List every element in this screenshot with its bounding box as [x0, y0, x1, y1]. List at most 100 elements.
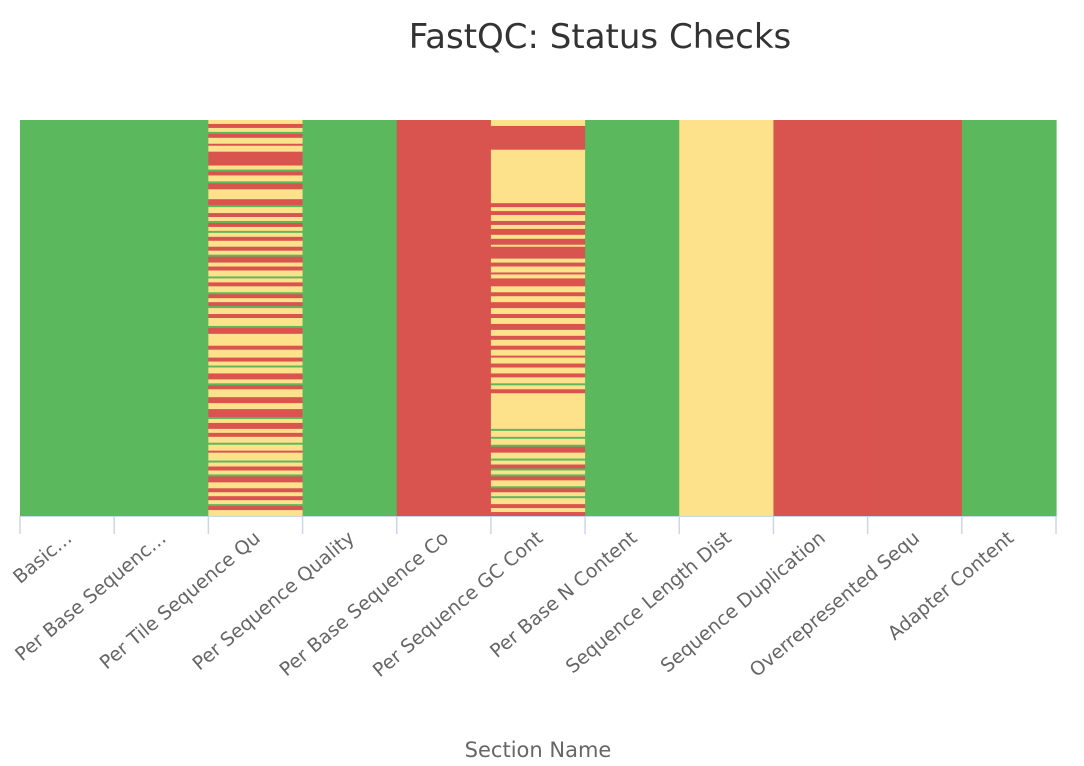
- heatmap-cell[interactable]: [208, 500, 304, 505]
- heatmap-cell[interactable]: [490, 329, 586, 337]
- heatmap-cell[interactable]: [208, 189, 304, 200]
- heatmap-cell[interactable]: [208, 292, 304, 295]
- heatmap-cell[interactable]: [208, 452, 304, 461]
- heatmap-cell[interactable]: [490, 504, 586, 509]
- heatmap-cell[interactable]: [490, 498, 586, 505]
- heatmap-cell[interactable]: [490, 474, 586, 477]
- heatmap-cell[interactable]: [208, 379, 304, 384]
- heatmap-cell[interactable]: [490, 452, 586, 459]
- heatmap-cell[interactable]: [208, 276, 304, 279]
- heatmap-cell[interactable]: [490, 286, 586, 293]
- heatmap-cell[interactable]: [208, 314, 304, 319]
- heatmap-cell[interactable]: [490, 262, 586, 267]
- heatmap-cell[interactable]: [490, 488, 586, 493]
- heatmap-cell[interactable]: [490, 363, 586, 368]
- heatmap-cell[interactable]: [208, 476, 304, 483]
- heatmap-cell[interactable]: [490, 385, 586, 390]
- heatmap-cell[interactable]: [490, 430, 586, 438]
- heatmap-cell[interactable]: [773, 120, 869, 517]
- heatmap-cell[interactable]: [208, 436, 304, 444]
- heatmap-cell[interactable]: [208, 131, 304, 135]
- heatmap-cell[interactable]: [490, 246, 586, 259]
- heatmap-cell[interactable]: [208, 365, 304, 368]
- heatmap-cell[interactable]: [490, 468, 586, 471]
- heatmap-cell[interactable]: [490, 272, 586, 275]
- heatmap-cell[interactable]: [490, 274, 586, 279]
- heatmap-cell[interactable]: [208, 492, 304, 497]
- heatmap-cell[interactable]: [208, 442, 304, 446]
- heatmap-cell[interactable]: [208, 345, 304, 351]
- heatmap-cell[interactable]: [490, 323, 586, 331]
- heatmap-cell[interactable]: [490, 302, 586, 309]
- heatmap-cell[interactable]: [208, 422, 304, 430]
- heatmap-cell[interactable]: [208, 294, 304, 299]
- heatmap-cell[interactable]: [208, 286, 304, 293]
- heatmap-cell[interactable]: [208, 325, 304, 329]
- heatmap-cell[interactable]: [208, 327, 304, 335]
- heatmap-cell[interactable]: [208, 246, 304, 252]
- heatmap-cell[interactable]: [208, 504, 304, 507]
- heatmap-cell[interactable]: [208, 357, 304, 362]
- heatmap-cell[interactable]: [208, 450, 304, 454]
- heatmap-cell[interactable]: [208, 217, 304, 222]
- heatmap-cell[interactable]: [208, 460, 304, 463]
- heatmap-cell[interactable]: [208, 403, 304, 410]
- heatmap-cell[interactable]: [490, 244, 586, 248]
- heatmap-cell[interactable]: [208, 199, 304, 206]
- heatmap-cell[interactable]: [208, 183, 304, 190]
- heatmap-cell[interactable]: [490, 120, 586, 127]
- heatmap-cell[interactable]: [490, 224, 586, 230]
- heatmap-cell[interactable]: [490, 349, 586, 357]
- heatmap-cell[interactable]: [208, 266, 304, 271]
- heatmap-cell[interactable]: [208, 349, 304, 358]
- heatmap-cell[interactable]: [208, 181, 304, 184]
- heatmap-cell[interactable]: [490, 377, 586, 384]
- heatmap-cell[interactable]: [208, 418, 304, 424]
- heatmap-cell[interactable]: [208, 428, 304, 434]
- heatmap-cell[interactable]: [208, 256, 304, 263]
- heatmap-cell[interactable]: [208, 127, 304, 133]
- heatmap-cell[interactable]: [490, 296, 586, 303]
- heatmap-cell[interactable]: [208, 417, 304, 420]
- heatmap-cell[interactable]: [490, 476, 586, 481]
- heatmap-cell[interactable]: [208, 230, 304, 234]
- heatmap-cell[interactable]: [208, 383, 304, 386]
- heatmap-cell[interactable]: [490, 345, 586, 351]
- heatmap-cell[interactable]: [208, 175, 304, 182]
- heatmap-cell[interactable]: [490, 436, 586, 440]
- heatmap-cell[interactable]: [490, 211, 586, 216]
- heatmap-cell[interactable]: [490, 203, 586, 208]
- heatmap-cell[interactable]: [490, 444, 586, 448]
- heatmap-cell[interactable]: [208, 474, 304, 477]
- heatmap-cell[interactable]: [490, 228, 586, 236]
- heatmap-cell[interactable]: [208, 318, 304, 327]
- heatmap-cell[interactable]: [490, 383, 586, 386]
- heatmap-cell[interactable]: [208, 373, 304, 380]
- heatmap-cell[interactable]: [490, 373, 586, 378]
- heatmap-cell[interactable]: [490, 464, 586, 469]
- heatmap-cell[interactable]: [490, 496, 586, 499]
- heatmap-cell[interactable]: [20, 120, 115, 517]
- heatmap-cell[interactable]: [208, 143, 304, 147]
- heatmap-cell[interactable]: [208, 205, 304, 208]
- heatmap-cell[interactable]: [490, 492, 586, 497]
- heatmap-cell[interactable]: [302, 120, 398, 517]
- heatmap-cell[interactable]: [208, 236, 304, 242]
- heatmap-cell[interactable]: [490, 446, 586, 454]
- heatmap-cell[interactable]: [208, 137, 304, 145]
- heatmap-cell[interactable]: [490, 207, 586, 212]
- heatmap-cell[interactable]: [490, 308, 586, 315]
- heatmap-cell[interactable]: [208, 397, 304, 404]
- heatmap-cell[interactable]: [490, 149, 586, 204]
- heatmap-cell[interactable]: [208, 145, 304, 153]
- heatmap-cell[interactable]: [490, 220, 586, 226]
- heatmap-cell[interactable]: [208, 302, 304, 307]
- heatmap-cell[interactable]: [208, 169, 304, 172]
- heatmap-cell[interactable]: [208, 254, 304, 258]
- heatmap-cell[interactable]: [208, 385, 304, 390]
- heatmap-cell[interactable]: [208, 207, 304, 214]
- heatmap-cell[interactable]: [208, 462, 304, 467]
- heatmap-cell[interactable]: [490, 258, 586, 263]
- heatmap-cell[interactable]: [490, 508, 586, 513]
- heatmap-cell[interactable]: [961, 120, 1057, 517]
